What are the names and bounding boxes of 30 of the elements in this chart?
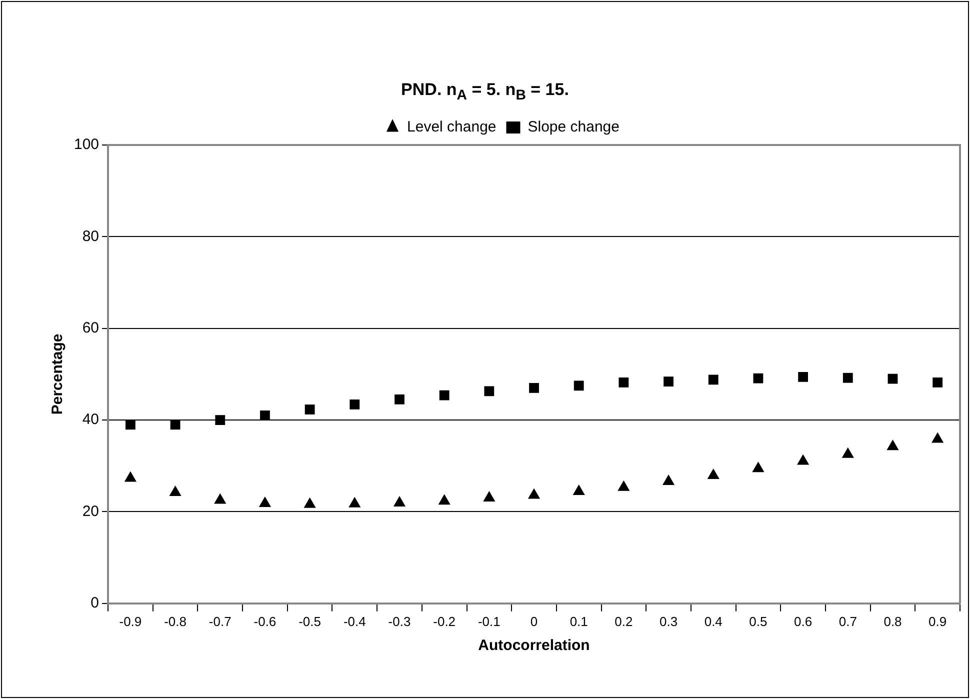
x-tick-label: 0.6: [794, 614, 812, 629]
chart-title: PND. n$_{A}$ = 5. n$_{B}$ = 15.: [400, 80, 570, 104]
x-tick-label: 0.7: [838, 614, 857, 629]
y-tick-label: 40: [82, 411, 100, 428]
x-tick-label: 0: [530, 614, 538, 629]
x-tick-label: -0.1: [478, 614, 500, 629]
legend-label: Level change: [407, 118, 496, 136]
x-tick-label: 0.8: [884, 614, 902, 629]
x-tick-label: -0.2: [433, 614, 456, 629]
x-tick-label: -0.8: [164, 614, 186, 629]
x-tick-label: -0.7: [208, 614, 232, 629]
x-tick-label: -0.5: [298, 614, 322, 629]
x-tick-label: 0.3: [659, 614, 678, 629]
y-tick-label: 100: [74, 136, 100, 154]
x-tick-label: -0.3: [388, 614, 411, 629]
y-tick-label: 60: [82, 320, 100, 336]
y-tick-label: 0: [90, 594, 100, 612]
y-axis-title: Percentage: [49, 334, 66, 415]
x-tick-label: 0.4: [704, 614, 722, 629]
x-tick-label: -0.4: [343, 614, 366, 629]
x-tick-label: 0.2: [614, 614, 633, 629]
x-tick-label: 0.1: [570, 614, 588, 629]
x-tick-label: 0.5: [749, 614, 768, 629]
x-tick-label: -0.9: [119, 614, 142, 629]
x-tick-label: -0.6: [254, 614, 276, 629]
y-tick-label: 80: [82, 228, 100, 245]
y-tick-label: 20: [82, 502, 100, 520]
legend-label: Slope change: [528, 118, 620, 136]
x-tick-label: 0.9: [928, 614, 947, 629]
x-axis-title: Autocorrelation: [478, 637, 590, 654]
